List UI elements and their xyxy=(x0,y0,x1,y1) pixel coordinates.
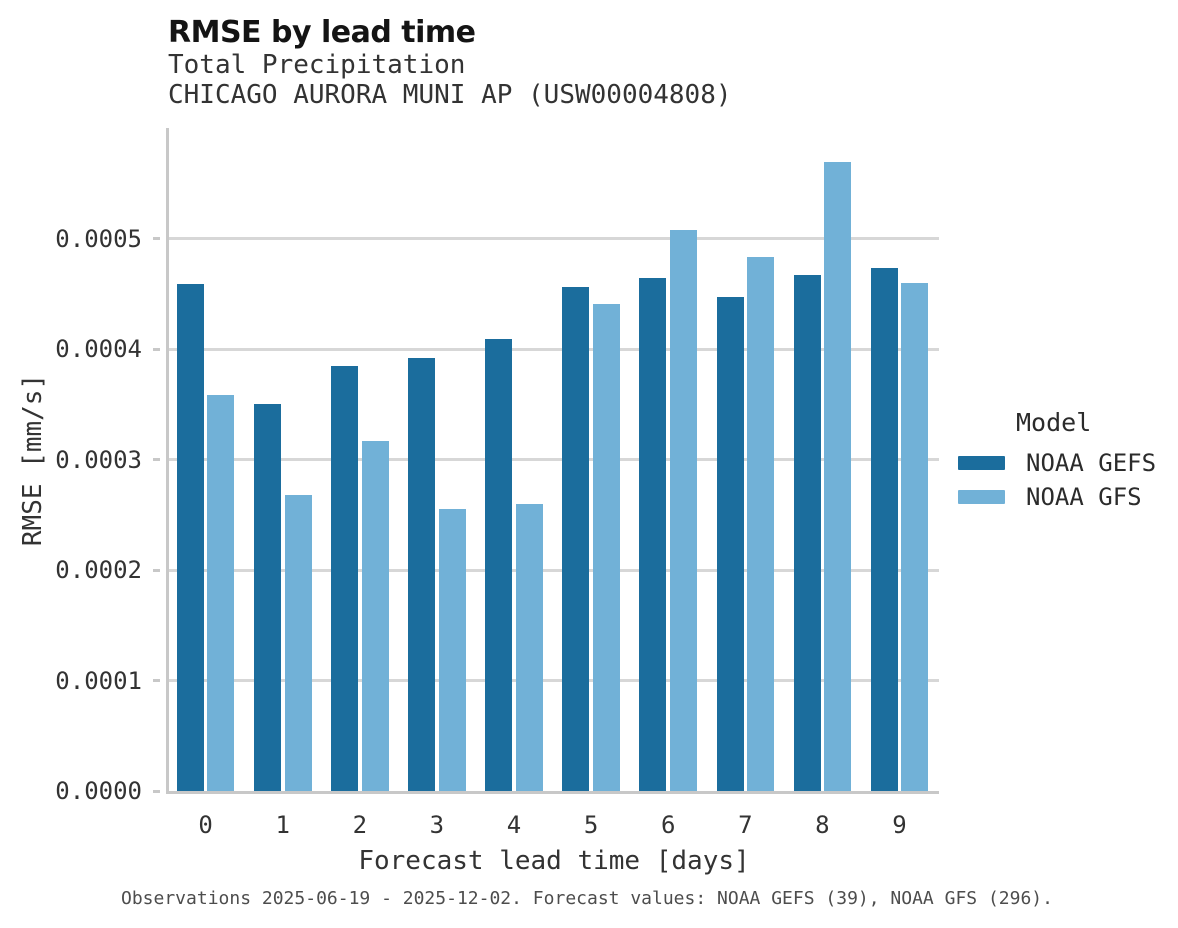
legend-item-noaa-gfs: NOAA GFS xyxy=(958,480,1178,514)
caption: Observations 2025-06-19 - 2025-12-02. Fo… xyxy=(121,888,1053,909)
y-tick-mark-0.0005 xyxy=(153,237,160,240)
y-tick-label-0.0002: 0.0002 xyxy=(55,556,142,584)
bar-noaa-gfs-day-3 xyxy=(438,509,466,791)
bar-noaa-gefs-day-6 xyxy=(639,278,667,791)
x-tick-label-7: 7 xyxy=(738,811,753,839)
bar-noaa-gefs-day-8 xyxy=(793,275,821,791)
x-tick-label-5: 5 xyxy=(583,811,599,839)
bar-noaa-gfs-day-0 xyxy=(207,395,235,791)
chart-title: RMSE by lead time xyxy=(168,15,476,50)
y-tick-mark-0.0000 xyxy=(153,789,160,793)
bar-noaa-gfs-day-5 xyxy=(592,303,620,791)
y-tick-label-0.0001: 0.0001 xyxy=(55,666,142,695)
x-tick-label-3: 3 xyxy=(429,811,445,839)
bar-noaa-gefs-day-2 xyxy=(331,365,358,791)
legend: Model NOAA GEFS NOAA GFS xyxy=(958,408,1178,514)
x-tick-label-9: 9 xyxy=(892,811,907,839)
bar-noaa-gefs-day-7 xyxy=(716,297,744,791)
bar-noaa-gfs-day-7 xyxy=(747,257,775,791)
y-tick-label-0.0003: 0.0003 xyxy=(55,445,142,474)
x-tick-label-6: 6 xyxy=(660,811,676,839)
y-gridline-0.0002 xyxy=(169,568,939,572)
bar-noaa-gfs-day-2 xyxy=(361,440,389,791)
y-tick-mark-0.0002 xyxy=(153,568,160,572)
y-gridline-0.0003 xyxy=(169,458,939,461)
x-tick-label-1: 1 xyxy=(275,811,290,839)
x-tick-label-4: 4 xyxy=(506,811,522,839)
bar-noaa-gefs-day-0 xyxy=(176,283,204,791)
y-tick-label-0.0005: 0.0005 xyxy=(55,224,142,253)
y-gridline-0.0004 xyxy=(169,347,939,351)
legend-label-gefs: NOAA GEFS xyxy=(1026,449,1157,477)
bar-noaa-gefs-day-1 xyxy=(253,404,281,791)
bar-noaa-gefs-day-9 xyxy=(870,268,898,791)
x-axis-title: Forecast lead time [days] xyxy=(358,846,750,876)
legend-title: Model xyxy=(1016,408,1092,437)
bar-noaa-gfs-day-6 xyxy=(670,229,697,791)
legend-swatch-gfs-icon xyxy=(958,490,1005,504)
y-tick-mark-0.0001 xyxy=(153,679,160,682)
subtitle-station: CHICAGO AURORA MUNI AP (USW00004808) xyxy=(168,80,732,110)
bar-noaa-gefs-day-3 xyxy=(408,357,436,791)
bar-noaa-gfs-day-1 xyxy=(284,494,312,791)
y-tick-label-0.0000: 0.0000 xyxy=(55,777,142,805)
bar-noaa-gefs-day-4 xyxy=(485,339,513,791)
x-tick-label-0: 0 xyxy=(198,811,213,839)
bar-noaa-gfs-day-4 xyxy=(515,503,543,791)
x-tick-label-8: 8 xyxy=(815,811,830,839)
y-tick-mark-0.0003 xyxy=(153,458,160,461)
y-gridline-0.0001 xyxy=(169,679,939,682)
y-tick-label-0.0004: 0.0004 xyxy=(55,335,142,363)
bar-noaa-gfs-day-9 xyxy=(901,282,929,791)
legend-item-noaa-gefs: NOAA GEFS xyxy=(958,446,1178,480)
y-tick-mark-0.0004 xyxy=(153,347,160,351)
bar-noaa-gefs-day-5 xyxy=(562,287,590,791)
x-tick-label-2: 2 xyxy=(352,811,368,839)
y-gridline-0.0005 xyxy=(169,237,939,240)
legend-rows: NOAA GEFS NOAA GFS xyxy=(958,446,1178,514)
legend-label-gfs: NOAA GFS xyxy=(1026,483,1142,511)
subtitle-variable: Total Precipitation xyxy=(168,50,466,80)
legend-swatch-gefs-icon xyxy=(958,456,1005,470)
bar-noaa-gfs-day-8 xyxy=(824,162,852,791)
chart-subtitle: Total Precipitation CHICAGO AURORA MUNI … xyxy=(168,50,732,110)
plot-area xyxy=(166,128,939,794)
